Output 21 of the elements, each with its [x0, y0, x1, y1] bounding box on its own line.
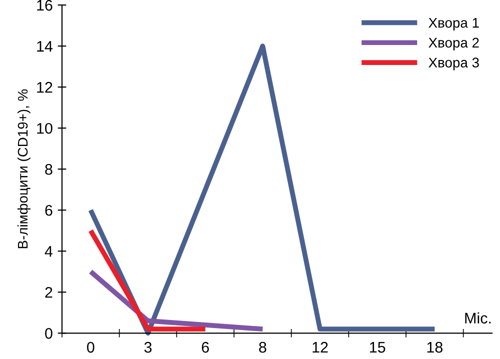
legend-label: Хвора 2 [428, 38, 479, 50]
y-tick-label: 8 [45, 164, 52, 175]
y-tick-label: 16 [37, 0, 52, 11]
legend-label: Хвора 3 [428, 58, 479, 70]
y-tick-label: 4 [44, 246, 53, 257]
y-axis-title: В-лімфоцити (CD19+), % [17, 89, 30, 248]
y-tick-label: 14 [37, 41, 53, 52]
y-tick-label: 0 [45, 328, 52, 339]
x-axis-title: Міс. [465, 312, 491, 324]
y-tick-label: 6 [45, 204, 52, 216]
legend-label: Хвора 1 [428, 18, 479, 30]
x-tick-label: 6 [202, 342, 209, 353]
x-tick-label: 12 [312, 342, 328, 353]
x-tick-label: 8 [259, 342, 266, 353]
y-tick-label: 12 [37, 82, 52, 93]
x-tick-label: 0 [87, 342, 94, 353]
x-tick-label: 18 [427, 342, 442, 353]
x-tick-label: 3 [144, 342, 152, 353]
x-tick-label: 15 [370, 342, 386, 353]
y-tick-label: 10 [37, 122, 52, 134]
y-tick-label: 2 [45, 287, 52, 298]
